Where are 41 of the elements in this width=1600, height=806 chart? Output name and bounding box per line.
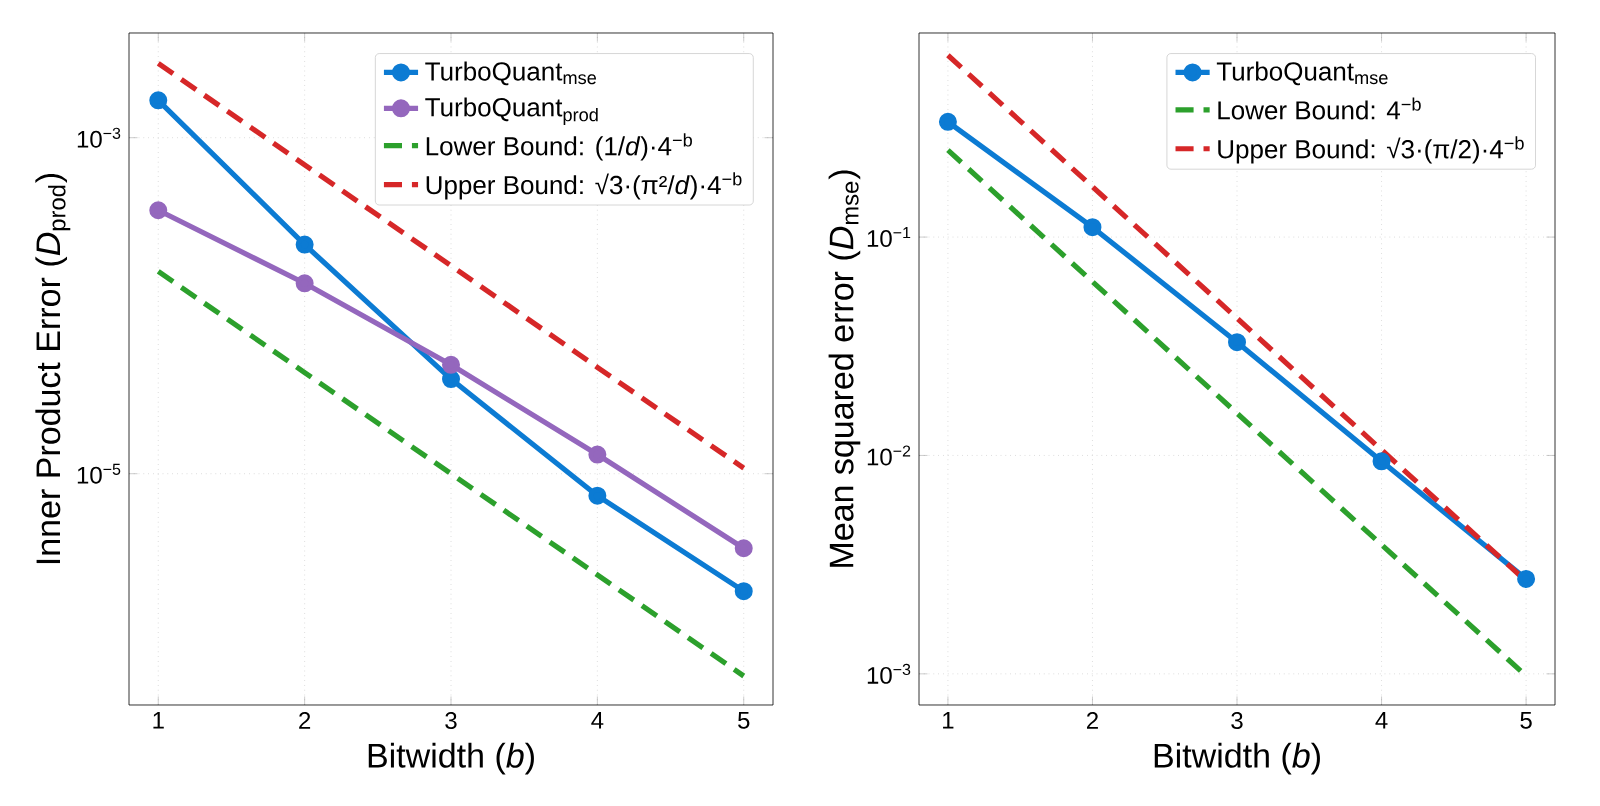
- legend-label: Lower Bound: 4$^{−b}$: [1218, 97, 1421, 120]
- legend-label: Upper Bound: √3·(π/2)·4$^{−b}$: [1218, 136, 1524, 164]
- y-axis-title: Inner Product Error (D$_{prod}$): [35, 173, 71, 564]
- point: [1228, 333, 1247, 352]
- y-tick-label: 10$^{−3}$: [77, 127, 121, 148]
- point: [295, 274, 314, 293]
- x-tick-label: 4: [591, 712, 604, 729]
- x-tick-label: 1: [943, 712, 954, 729]
- legend-label: TurboQuant$_{mse}$: [1216, 61, 1388, 86]
- point: [938, 112, 957, 131]
- point: [734, 539, 753, 558]
- legend-label: TurboQuant$_{mse}$: [425, 61, 597, 86]
- x-axis-title: Bitwidth (b): [1154, 742, 1320, 775]
- point: [1517, 569, 1536, 588]
- point: [149, 91, 168, 110]
- point: [149, 201, 168, 220]
- point: [588, 486, 607, 505]
- legend-label: Lower Bound: (1/d)·4$^{−b}$: [426, 133, 692, 161]
- x-tick-label: 5: [738, 712, 750, 729]
- legend-label: TurboQuant$_{prod}$: [425, 97, 598, 125]
- point: [442, 370, 461, 389]
- point: [1083, 218, 1102, 237]
- x-tick-label: 1: [153, 712, 164, 729]
- x-tick-label: 5: [1520, 712, 1532, 729]
- point: [295, 235, 314, 254]
- x-tick-label: 3: [445, 712, 457, 730]
- x-axis-title: Bitwidth (b): [368, 742, 534, 775]
- y-tick-label: 10$^{−2}$: [867, 445, 911, 466]
- legend-label: Upper Bound: √3·(π²/d)·4$^{−b}$: [426, 172, 742, 200]
- x-tick-label: 3: [1231, 712, 1243, 730]
- x-tick-label: 4: [1375, 712, 1388, 729]
- point: [734, 582, 753, 601]
- point: [442, 355, 461, 374]
- point: [1372, 452, 1391, 471]
- x-tick-label: 2: [1086, 712, 1098, 729]
- x-tick-label: 2: [299, 712, 311, 729]
- y-tick-label: 10$^{−5}$: [77, 463, 121, 484]
- y-axis-title: Mean squared error (D$_{mse}$): [828, 170, 861, 567]
- point: [588, 445, 607, 464]
- y-tick-label: 10$^{−1}$: [867, 227, 911, 248]
- y-tick-label: 10$^{−3}$: [867, 663, 911, 684]
